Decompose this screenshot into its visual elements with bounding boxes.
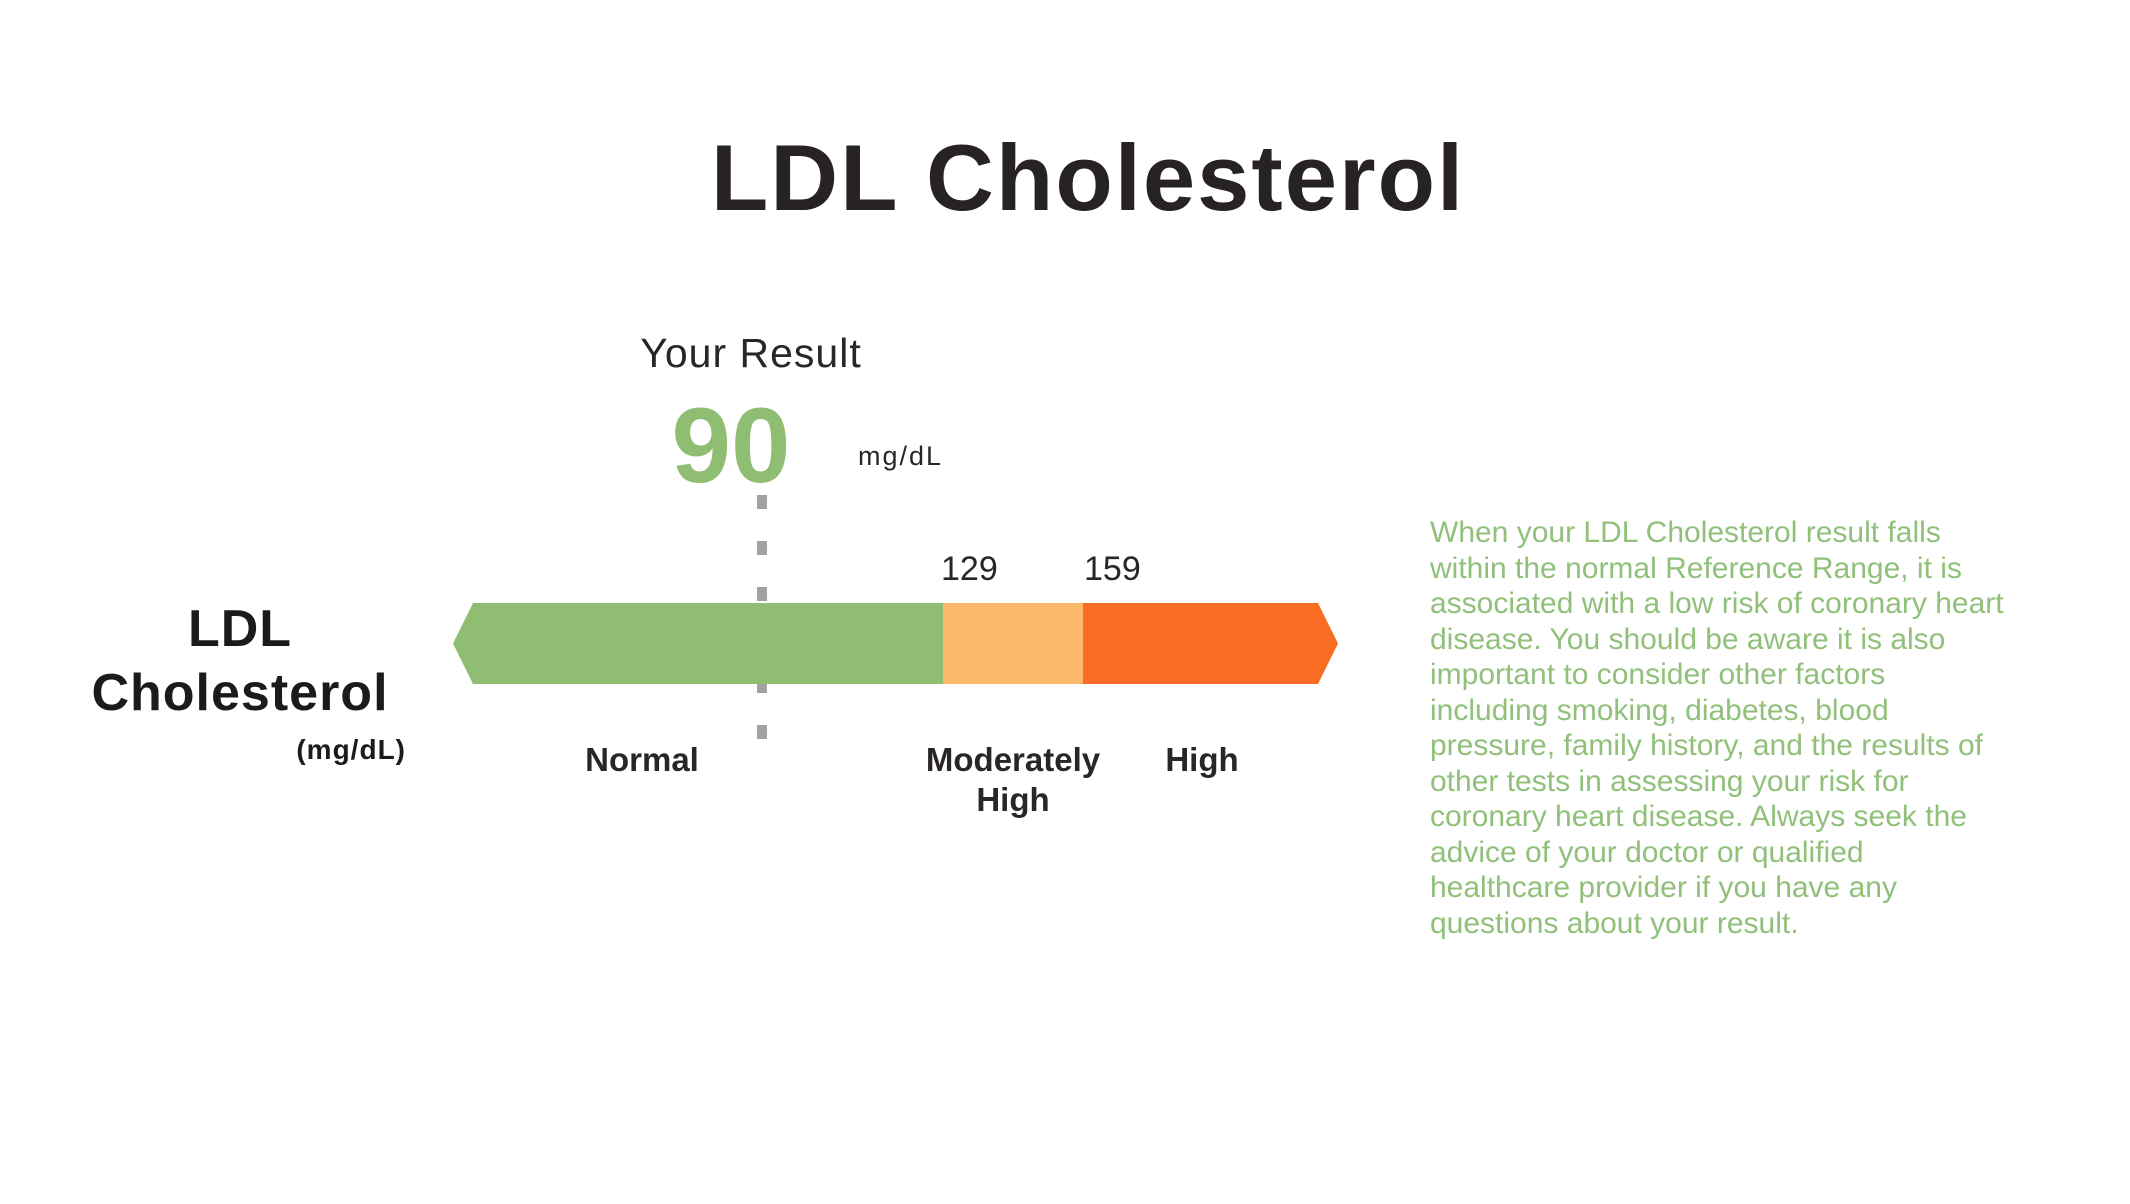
segment-label-normal: Normal bbox=[585, 741, 699, 778]
interpretation-text: When your LDL Cholesterol result falls w… bbox=[1430, 516, 2004, 940]
range-gauge-bar bbox=[453, 603, 1338, 684]
gauge-segment-moderately-high bbox=[943, 603, 1083, 684]
axis-label-line1: LDL bbox=[187, 600, 293, 658]
gauge-axis-label: LDL Cholesterol (mg/dL) bbox=[62, 597, 418, 767]
gauge-segment-high bbox=[1083, 603, 1338, 684]
segment-label-high: High bbox=[1165, 741, 1239, 778]
gauge-segment-normal bbox=[453, 603, 943, 684]
result-label: Your Result bbox=[640, 330, 862, 376]
result-value: 90 bbox=[671, 385, 791, 505]
axis-label-unit: (mg/dL) bbox=[296, 734, 406, 765]
threshold-label-129: 129 bbox=[941, 550, 998, 588]
page-title: LDL Cholesterol bbox=[710, 125, 1466, 230]
result-unit: mg/dL bbox=[858, 441, 944, 471]
threshold-label-159: 159 bbox=[1084, 550, 1141, 588]
axis-label-line2: Cholesterol bbox=[91, 664, 389, 722]
segment-label-moderately-high: Moderately High bbox=[925, 741, 1101, 818]
